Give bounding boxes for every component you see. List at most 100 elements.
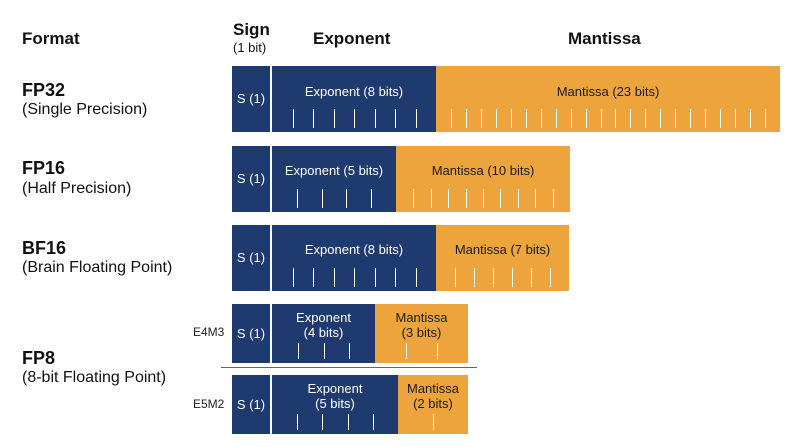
fp32-mantissa-tick [645, 109, 646, 128]
format-desc-fp16: (Half Precision) [22, 180, 132, 197]
fp8-e5m2-exponent-tick [373, 414, 374, 430]
fp32-mantissa-tick [496, 109, 497, 128]
fp32-exponent-tick [375, 109, 376, 128]
bf16-mantissa-tick [512, 268, 513, 287]
header-sign: Sign [233, 20, 270, 39]
variant-label-e4m3: E4M3 [193, 325, 225, 339]
fp32-mantissa-tick [601, 109, 602, 128]
fp8-e5m2-sign-label: S (1) [236, 396, 266, 412]
fp16-mantissa-tick [448, 189, 449, 208]
fp32-mantissa-label-line1: Mantissa (23 bits) [556, 84, 660, 99]
fp16-exponent-tick [297, 189, 298, 208]
fp8-e5m2-sign-segment: S (1) [232, 375, 270, 434]
fp8-e4m3-mantissa-label-line2: (3 bits) [401, 325, 442, 340]
fp32-mantissa-tick [511, 109, 512, 128]
bf16-mantissa-tick [550, 268, 551, 287]
variant-label-e5m2: E5M2 [193, 397, 225, 411]
fp16-mantissa-tick [553, 189, 554, 208]
bf16-exponent-label-line1: Exponent (8 bits) [304, 242, 404, 257]
fp16-mantissa-tick [518, 189, 519, 208]
fp16-exponent-label-line1: Exponent (5 bits) [284, 163, 384, 178]
bf16-sign-segment: S (1) [232, 225, 270, 291]
bf16-exponent-tick [293, 268, 294, 287]
fp32-mantissa-tick [630, 109, 631, 128]
fp32-mantissa-tick [451, 109, 452, 128]
fp32-mantissa-tick [586, 109, 587, 128]
fp32-exponent-label-line1: Exponent (8 bits) [304, 84, 404, 99]
bf16-exponent-tick [354, 268, 355, 287]
bf16-exponent-label: Exponent (8 bits) [272, 242, 436, 257]
bf16-exponent-tick [416, 268, 417, 287]
fp16-mantissa-tick [466, 189, 467, 208]
fp32-exponent-tick [313, 109, 314, 128]
bf16-exponent-tick [395, 268, 396, 287]
fp32-mantissa-segment: Mantissa (23 bits) [436, 66, 780, 132]
fp8-e5m2-mantissa-tick [433, 414, 434, 430]
format-name-fp32: FP32 [22, 80, 66, 100]
fp32-exponent-tick [354, 109, 355, 128]
fp32-exponent-segment: Exponent (8 bits) [272, 66, 436, 132]
fp8-e4m3-sign-label: S (1) [236, 325, 266, 341]
fp8-e5m2-exponent-label-line1: Exponent [307, 381, 363, 396]
fp8-e4m3-sign-segment: S (1) [232, 304, 270, 363]
fp16-exponent-tick [322, 189, 323, 208]
fp32-mantissa-tick [735, 109, 736, 128]
fp8-e5m2-mantissa-label: Mantissa (2 bits) [398, 381, 468, 411]
fp16-sign-segment: S (1) [232, 146, 270, 212]
bf16-exponent-tick [334, 268, 335, 287]
fp16-exponent-tick [346, 189, 347, 208]
fp16-mantissa-tick [535, 189, 536, 208]
fp8-e4m3-exponent-label: Exponent (4 bits) [272, 310, 375, 340]
fp32-exponent-tick [293, 109, 294, 128]
fp8-e4m3-mantissa-tick [406, 343, 407, 359]
fp8-e5m2-exponent-label: Exponent (5 bits) [272, 381, 398, 411]
fp32-mantissa-tick [541, 109, 542, 128]
fp32-mantissa-tick [690, 109, 691, 128]
bf16-mantissa-tick [455, 268, 456, 287]
fp32-mantissa-tick [765, 109, 766, 128]
fp8-e5m2-mantissa-label-line1: Mantissa [406, 381, 460, 396]
fp32-mantissa-tick [556, 109, 557, 128]
fp16-mantissa-label-line1: Mantissa (10 bits) [431, 163, 535, 178]
fp32-mantissa-tick [660, 109, 661, 128]
fp16-mantissa-tick [483, 189, 484, 208]
fp16-exponent-label: Exponent (5 bits) [272, 163, 396, 178]
fp16-mantissa-tick [431, 189, 432, 208]
fp32-mantissa-tick [720, 109, 721, 128]
fp16-exponent-segment: Exponent (5 bits) [272, 146, 396, 212]
bf16-exponent-tick [313, 268, 314, 287]
header-sign-sub: (1 bit) [233, 40, 267, 55]
format-desc-fp32: (Single Precision) [22, 101, 148, 118]
fp32-mantissa-tick [571, 109, 572, 128]
fp8-e4m3-exponent-tick [349, 343, 350, 359]
bf16-mantissa-tick [493, 268, 494, 287]
fp32-exponent-tick [416, 109, 417, 128]
fp8-e4m3-exponent-segment: Exponent (4 bits) [272, 304, 375, 363]
fp8-e5m2-exponent-tick [297, 414, 298, 430]
format-name-fp16: FP16 [22, 158, 66, 178]
fp8-e4m3-mantissa-tick [437, 343, 438, 359]
fp16-mantissa-tick [500, 189, 501, 208]
bf16-mantissa-label-line1: Mantissa (7 bits) [454, 242, 551, 257]
fp32-mantissa-tick [750, 109, 751, 128]
bf16-sign-label: S (1) [236, 250, 266, 265]
fp32-exponent-tick [395, 109, 396, 128]
format-desc-fp8: (8-bit Floating Point) [22, 369, 167, 386]
fp8-e5m2-exponent-tick [322, 414, 323, 430]
fp32-sign-label: S (1) [236, 91, 266, 106]
fp8-e4m3-exponent-label-line1: Exponent [296, 310, 351, 325]
fp32-exponent-label: Exponent (8 bits) [272, 84, 436, 99]
fp8-e4m3-mantissa-label: Mantissa (3 bits) [375, 310, 468, 340]
bf16-mantissa-label: Mantissa (7 bits) [436, 242, 569, 257]
header-exponent: Exponent [313, 29, 391, 48]
bf16-exponent-segment: Exponent (8 bits) [272, 225, 436, 291]
bf16-mantissa-tick [531, 268, 532, 287]
fp16-mantissa-tick [413, 189, 414, 208]
fp8-e4m3-mantissa-label-line1: Mantissa [395, 310, 448, 325]
fp32-mantissa-tick [466, 109, 467, 128]
fp8-divider [221, 367, 477, 368]
fp16-mantissa-label: Mantissa (10 bits) [396, 163, 570, 178]
fp8-e4m3-exponent-tick [298, 343, 299, 359]
fp32-mantissa-tick [481, 109, 482, 128]
